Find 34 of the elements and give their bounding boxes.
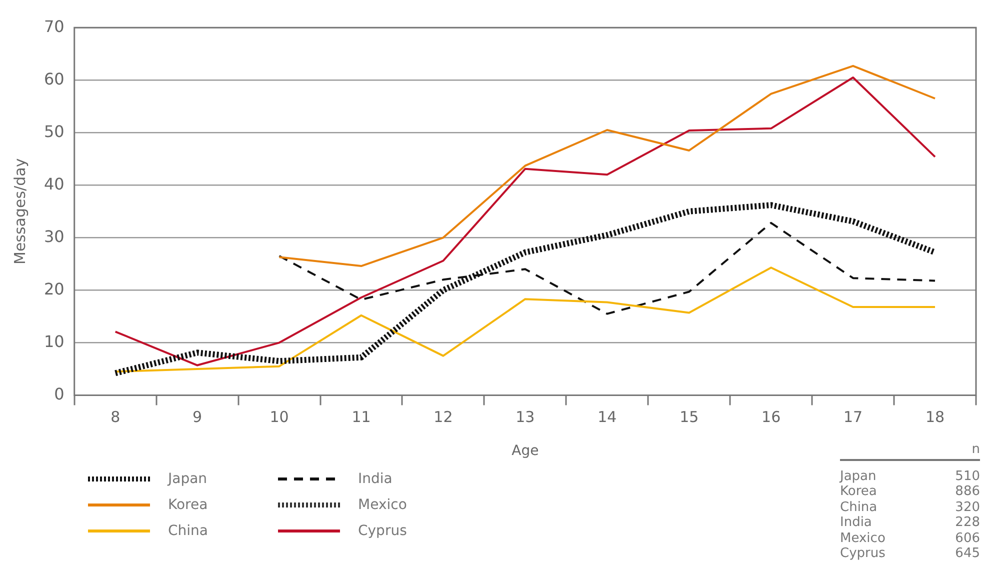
y-tick-label: 10	[44, 332, 64, 351]
y-tick-label: 0	[54, 384, 64, 404]
text: n	[840, 442, 980, 460]
text: Mexico 606	[840, 530, 980, 546]
x-axis-title: Age	[512, 443, 539, 460]
x-tick-label: 15	[680, 408, 699, 426]
x-tick-label: 16	[762, 408, 781, 426]
legend-label: China	[168, 523, 208, 539]
x-tick-label: 10	[270, 408, 289, 426]
y-tick-label: 60	[44, 69, 64, 88]
x-tick-label: 13	[516, 408, 535, 426]
legend-label: Mexico	[358, 497, 407, 513]
legend-label: Korea	[168, 497, 208, 513]
y-tick-label: 70	[44, 16, 64, 36]
text: Korea 886	[840, 484, 980, 499]
x-tick-label: 9	[192, 408, 202, 426]
legend-label: Japan	[168, 471, 208, 487]
y-tick-label: 50	[44, 122, 64, 141]
text: India 228	[840, 515, 980, 530]
x-tick-label: 11	[352, 408, 371, 426]
text: Japan 510	[840, 468, 980, 484]
x-tick-label: 18	[925, 408, 945, 426]
y-tick-label: 40	[44, 174, 64, 194]
y-tick-label: 30	[44, 226, 64, 246]
legend-label: India	[358, 471, 392, 487]
legend-label: Cyprus	[358, 523, 407, 539]
x-tick-label: 17	[844, 408, 863, 426]
x-tick-label: 14	[598, 408, 617, 426]
y-tick-label: 20	[44, 279, 64, 298]
y-axis-title: Messages/day	[10, 158, 29, 264]
x-tick-label: 8	[110, 408, 120, 426]
text: Cyprus 645	[840, 546, 980, 561]
x-tick-label: 12	[434, 408, 453, 426]
text: China 320	[840, 500, 980, 514]
